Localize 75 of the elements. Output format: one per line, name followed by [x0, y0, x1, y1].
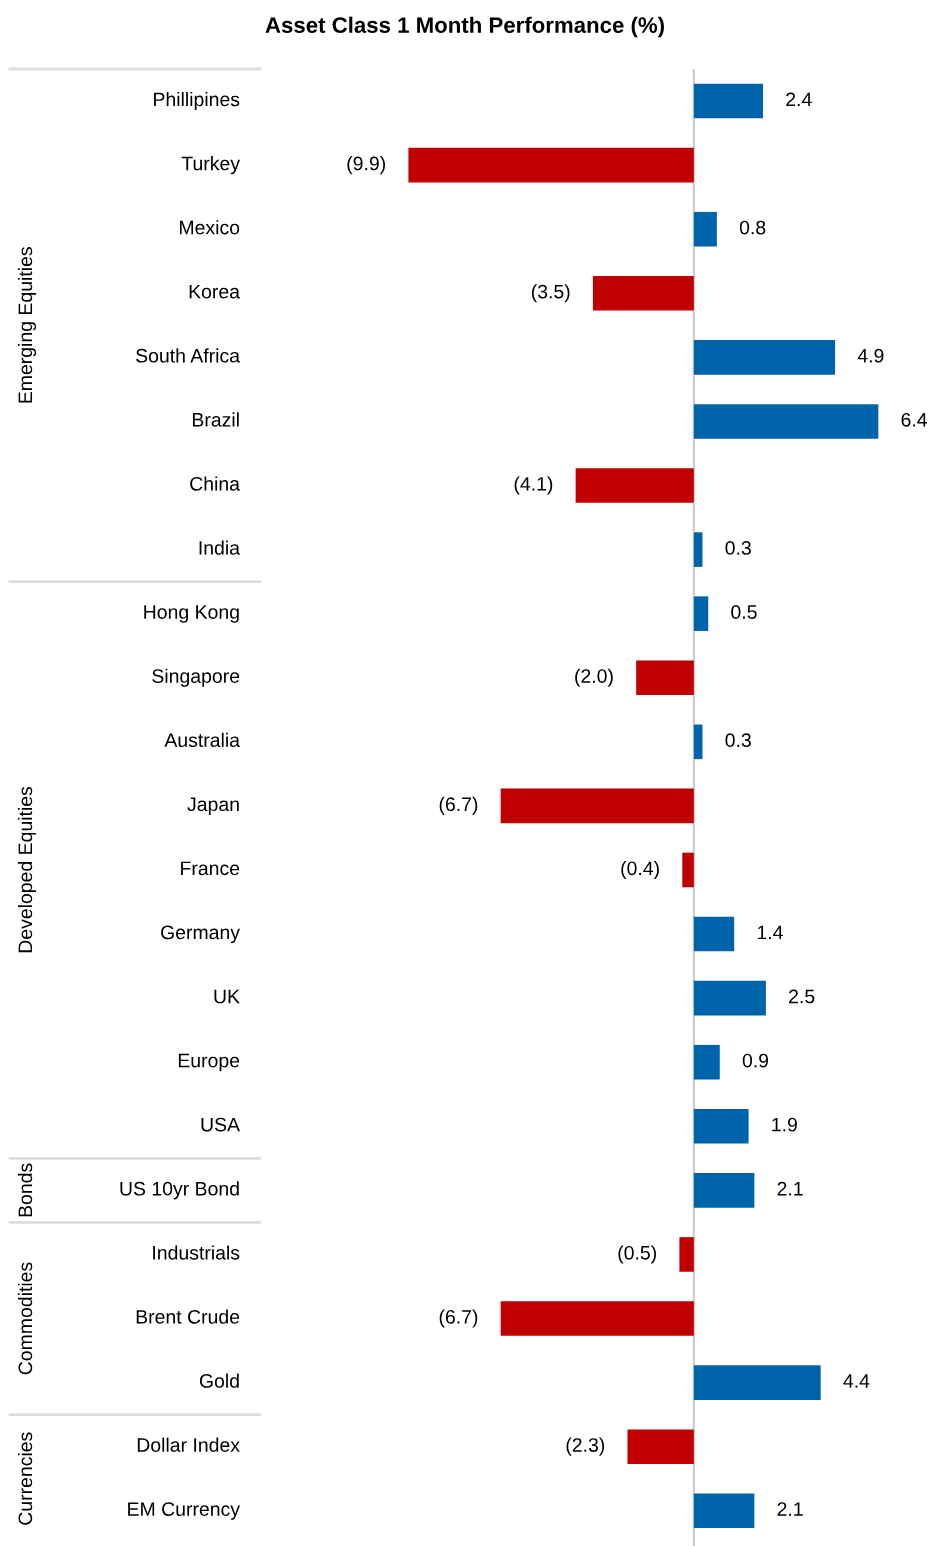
data-label: 0.8 [739, 220, 766, 235]
y-tick-label: Gold [199, 1373, 239, 1388]
data-label: 0.3 [725, 733, 751, 748]
bar [679, 1237, 694, 1272]
bar [693, 211, 717, 247]
y-tick-label: Korea [189, 284, 240, 299]
data-label: 2.1 [777, 1502, 803, 1516]
y-tick-label: Brazil [192, 412, 239, 427]
data-label: 1.9 [772, 1117, 797, 1132]
y-tick-label: Germany [161, 925, 240, 944]
data-label: 1.4 [757, 925, 783, 940]
bar [693, 404, 879, 439]
data-label: 0.9 [742, 1053, 769, 1068]
y-tick-label: China [190, 476, 240, 491]
data-label: 6.4 [901, 412, 928, 427]
data-label: (0.4) [621, 860, 659, 880]
bar [627, 1429, 694, 1464]
y-tick-label: France [181, 861, 240, 876]
y-tick-label: US 10yr Bond [120, 1181, 239, 1200]
y-tick-label: Europe [178, 1053, 240, 1072]
bar [693, 1044, 720, 1080]
data-label: 0.5 [731, 605, 757, 619]
bar [693, 916, 735, 952]
y-tick-label: Brent Crude [136, 1309, 240, 1324]
data-label: (6.7) [439, 1309, 478, 1328]
bar [693, 83, 764, 119]
data-label: (9.9) [347, 156, 385, 175]
y-tick-label: EM Currency [128, 1502, 240, 1520]
bar [693, 532, 703, 567]
bar [693, 1108, 749, 1144]
text: Bonds [17, 1163, 33, 1217]
y-tick-label: Japan [187, 797, 239, 815]
bar [500, 788, 694, 824]
y-tick-label: South Africa [136, 348, 240, 363]
y-tick-label: Turkey [181, 156, 240, 175]
y-tick-label: USA [201, 1117, 240, 1132]
bar [693, 1173, 755, 1208]
y-tick-label: Hong Kong [144, 605, 239, 623]
data-label: (2.3) [566, 1437, 605, 1456]
bar [693, 980, 766, 1016]
y-tick-label: Industrials [153, 1245, 240, 1260]
chart-title: Asset Class 1 Month Performance (%) [265, 16, 664, 38]
bar [682, 852, 694, 888]
data-label: (2.0) [575, 668, 613, 687]
y-tick-label: India [199, 540, 240, 555]
y-tick-label: Singapore [152, 668, 240, 687]
data-label: 0.3 [725, 541, 751, 555]
bar [693, 1365, 821, 1400]
y-tick-label: Phillipines [154, 91, 240, 111]
bar [693, 340, 836, 375]
y-tick-label: Dollar Index [137, 1437, 240, 1452]
y-tick-label: Australia [164, 732, 240, 748]
data-label: (3.5) [531, 284, 570, 303]
bar [693, 724, 703, 760]
data-label: 2.1 [777, 1181, 803, 1196]
text: Developed Equities [17, 786, 37, 953]
data-label: (6.7) [439, 796, 478, 815]
bar [693, 596, 709, 631]
y-tick-label: Mexico [180, 220, 240, 235]
data-label: (0.5) [618, 1245, 656, 1264]
bar [500, 1301, 694, 1336]
bar [693, 1493, 755, 1529]
bar [636, 660, 694, 696]
text: Commodities [17, 1262, 33, 1375]
bar [592, 275, 694, 311]
data-label: 2.4 [786, 92, 812, 107]
data-label: 4.9 [857, 348, 884, 363]
text: Currencies [17, 1432, 33, 1525]
bar [408, 147, 694, 183]
bar [575, 468, 694, 503]
data-label: 2.5 [789, 989, 815, 1004]
data-label: 4.4 [843, 1374, 870, 1388]
y-tick-label: UK [214, 989, 240, 1004]
text: Emerging Equities [17, 247, 37, 403]
data-label: (4.1) [514, 476, 553, 495]
